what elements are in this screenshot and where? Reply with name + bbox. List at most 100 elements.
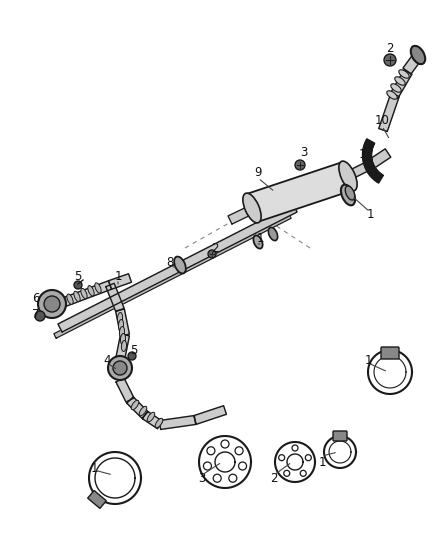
Polygon shape [367, 167, 375, 172]
Circle shape [213, 474, 221, 482]
Polygon shape [364, 143, 373, 148]
Polygon shape [127, 397, 148, 418]
Text: 7: 7 [32, 309, 40, 321]
Circle shape [235, 447, 243, 455]
Polygon shape [365, 163, 374, 168]
Polygon shape [366, 166, 374, 171]
Circle shape [292, 445, 298, 451]
Circle shape [128, 352, 136, 360]
Text: 9: 9 [254, 166, 262, 179]
Circle shape [229, 474, 237, 482]
Ellipse shape [268, 228, 278, 240]
Polygon shape [366, 139, 374, 144]
Circle shape [208, 250, 216, 258]
Bar [88, 490, 106, 508]
Ellipse shape [339, 161, 357, 191]
Polygon shape [374, 173, 381, 181]
Text: 2: 2 [211, 241, 219, 254]
Ellipse shape [88, 286, 94, 296]
Text: 1: 1 [366, 208, 374, 222]
Polygon shape [363, 159, 372, 161]
Polygon shape [363, 147, 372, 150]
Ellipse shape [120, 327, 124, 337]
Polygon shape [58, 204, 297, 332]
Text: 1: 1 [318, 456, 326, 469]
Text: 3: 3 [198, 472, 206, 484]
Polygon shape [116, 378, 134, 402]
Text: 5: 5 [131, 343, 138, 357]
Polygon shape [390, 70, 412, 98]
Ellipse shape [411, 46, 425, 64]
Polygon shape [364, 145, 373, 149]
Polygon shape [370, 170, 378, 176]
Ellipse shape [399, 70, 409, 78]
Polygon shape [378, 175, 383, 183]
FancyBboxPatch shape [333, 431, 347, 441]
Text: 8: 8 [166, 255, 174, 269]
Polygon shape [346, 161, 372, 180]
Text: 3: 3 [300, 146, 307, 158]
Circle shape [305, 455, 311, 461]
Polygon shape [363, 154, 371, 155]
Polygon shape [371, 171, 379, 179]
Text: 4: 4 [103, 353, 111, 367]
Polygon shape [379, 93, 399, 132]
Polygon shape [367, 167, 376, 173]
Polygon shape [375, 174, 382, 182]
Polygon shape [363, 156, 371, 158]
Polygon shape [374, 173, 380, 180]
Polygon shape [116, 334, 129, 361]
Text: 1: 1 [256, 231, 264, 245]
Ellipse shape [147, 412, 155, 422]
Circle shape [207, 447, 215, 455]
Ellipse shape [243, 193, 261, 223]
Polygon shape [159, 416, 196, 430]
Circle shape [239, 462, 247, 470]
Circle shape [295, 160, 305, 170]
Text: 1: 1 [114, 270, 122, 282]
Polygon shape [364, 160, 372, 164]
Polygon shape [363, 159, 372, 163]
Polygon shape [363, 155, 371, 156]
Text: 1: 1 [90, 462, 98, 474]
Text: 10: 10 [374, 114, 389, 126]
Text: 5: 5 [74, 270, 82, 282]
Ellipse shape [95, 283, 101, 293]
Polygon shape [377, 174, 382, 182]
Text: 1: 1 [358, 149, 366, 161]
Polygon shape [247, 162, 353, 222]
Ellipse shape [131, 400, 139, 410]
Ellipse shape [253, 236, 263, 248]
Circle shape [35, 311, 45, 321]
Circle shape [38, 290, 66, 318]
Circle shape [74, 281, 82, 289]
Polygon shape [60, 281, 112, 307]
Polygon shape [365, 142, 374, 147]
Circle shape [108, 356, 132, 380]
Circle shape [384, 54, 396, 66]
Polygon shape [363, 157, 372, 159]
Polygon shape [365, 141, 374, 146]
Ellipse shape [117, 312, 123, 324]
Polygon shape [365, 164, 374, 169]
Ellipse shape [174, 256, 186, 273]
Ellipse shape [139, 406, 147, 416]
Circle shape [284, 470, 290, 477]
Polygon shape [373, 172, 379, 179]
Ellipse shape [60, 297, 66, 307]
Polygon shape [228, 204, 257, 224]
Polygon shape [106, 284, 124, 312]
Circle shape [279, 455, 285, 461]
Circle shape [221, 440, 229, 448]
Ellipse shape [395, 77, 405, 85]
Circle shape [44, 296, 60, 312]
Circle shape [300, 470, 306, 477]
Polygon shape [363, 158, 372, 160]
Polygon shape [363, 151, 372, 153]
Ellipse shape [345, 186, 355, 200]
Text: 1: 1 [364, 353, 372, 367]
Circle shape [204, 462, 212, 470]
Ellipse shape [387, 91, 397, 99]
Polygon shape [368, 168, 376, 174]
Polygon shape [364, 161, 373, 165]
